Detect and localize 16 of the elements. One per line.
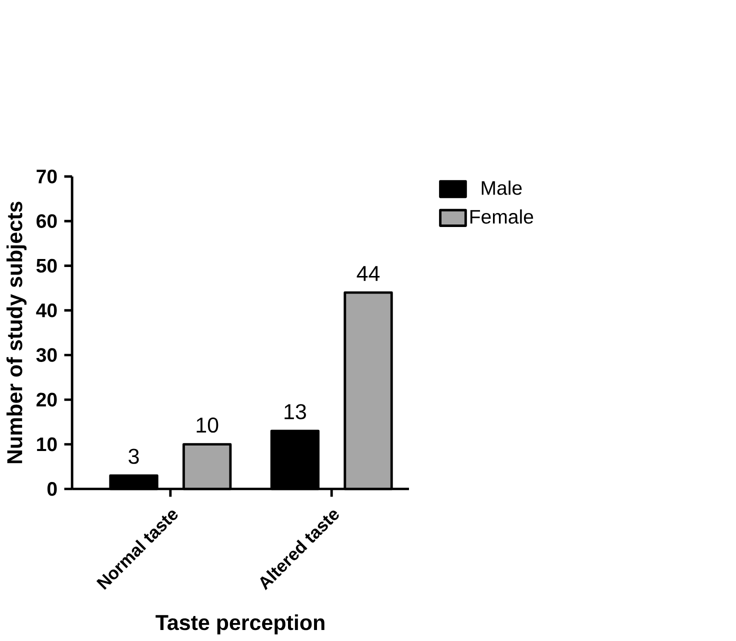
data-label: 10	[196, 417, 218, 433]
data-label: 13	[284, 404, 306, 420]
y-tick-label: 20	[36, 392, 57, 407]
y-tick-label: 50	[36, 258, 57, 273]
legend-label: Female	[470, 209, 534, 224]
legend-label: Male	[482, 180, 522, 195]
y-tick-label: 10	[37, 437, 57, 452]
data-label: 3	[128, 448, 139, 464]
data-label: 44	[356, 266, 380, 281]
y-tick-label: 70	[36, 170, 57, 184]
y-tick-label: 0	[47, 482, 57, 496]
x-axis-title: Taste perception	[156, 614, 324, 634]
y-axis-title: Number of study subjects	[6, 202, 27, 464]
y-tick-label: 30	[36, 348, 57, 362]
y-tick-label: 40	[36, 304, 57, 318]
y-tick-label: 60	[36, 214, 57, 228]
